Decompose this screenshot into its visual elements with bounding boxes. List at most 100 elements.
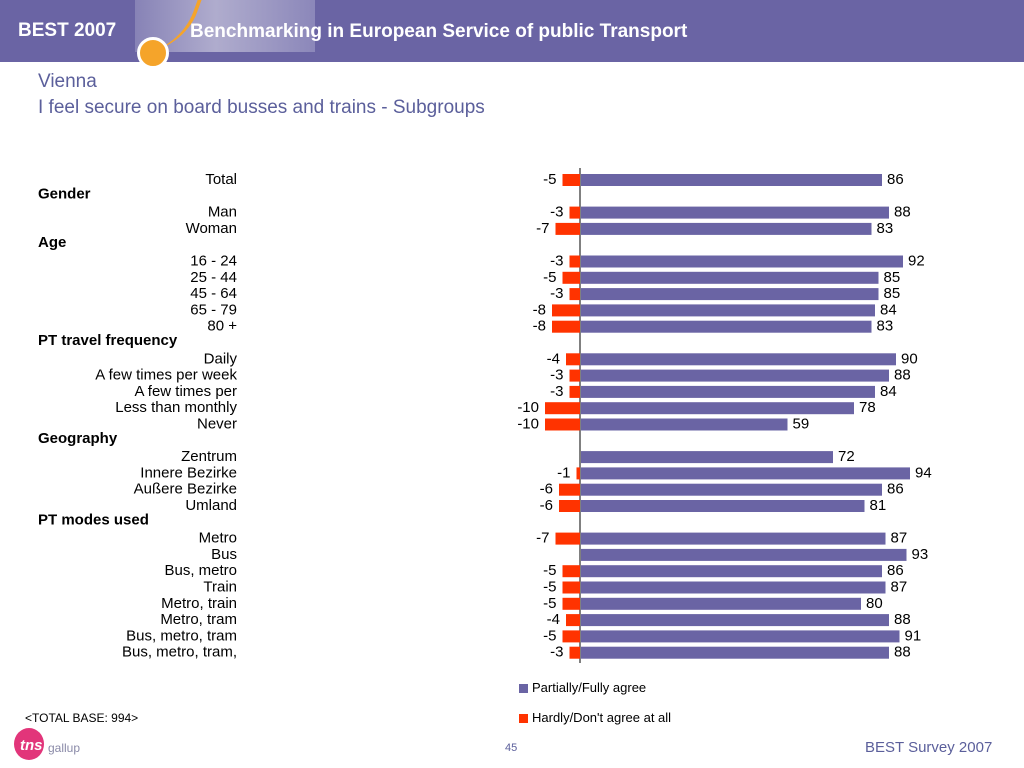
bar-disagree	[545, 402, 580, 415]
bar-disagree	[569, 369, 580, 382]
bar-agree	[581, 581, 886, 594]
bar-disagree	[559, 500, 580, 512]
value-label-disagree: -3	[550, 253, 563, 270]
value-label-agree: 72	[838, 448, 855, 465]
bar-agree	[581, 271, 879, 284]
bar-agree	[581, 532, 886, 545]
value-label-agree: 84	[880, 301, 897, 318]
row-label: 25 - 44	[190, 269, 237, 286]
value-label-agree: 81	[870, 497, 887, 514]
row-label: 16 - 24	[190, 253, 237, 270]
logo-text: tns	[20, 737, 43, 754]
value-label-disagree: -4	[547, 350, 560, 367]
bar-agree	[581, 614, 889, 627]
value-label-disagree: -8	[533, 318, 546, 335]
legend-label-agree: Partially/Fully agree	[532, 680, 647, 695]
bar-disagree	[566, 614, 580, 627]
bar-disagree	[562, 581, 580, 594]
bar-agree	[581, 548, 907, 561]
bar-disagree	[569, 646, 580, 659]
banner-headline: Benchmarking in European Service of publ…	[190, 21, 688, 42]
value-label-disagree: -8	[533, 301, 546, 318]
value-label-agree: 91	[905, 627, 922, 644]
value-label-agree: 90	[901, 350, 918, 367]
legend-swatch-disagree	[519, 714, 528, 724]
bar-agree	[581, 320, 872, 333]
bar-disagree	[552, 304, 580, 317]
legend-swatch-agree	[519, 684, 528, 694]
bar-disagree	[555, 222, 580, 235]
value-label-agree: 93	[912, 546, 929, 563]
row-label: 65 - 79	[190, 301, 237, 318]
value-label-agree: 86	[887, 171, 904, 188]
value-label-disagree: -3	[550, 204, 563, 221]
row-label: Umland	[185, 497, 237, 514]
value-label-disagree: -1	[557, 464, 570, 481]
bar-disagree	[566, 353, 580, 366]
bar-agree	[581, 385, 875, 398]
value-label-agree: 87	[891, 579, 908, 596]
group-heading: Geography	[38, 430, 118, 447]
value-label-disagree: -5	[543, 579, 556, 596]
row-label: 45 - 64	[190, 285, 237, 302]
bar-agree	[581, 418, 788, 431]
row-label: Woman	[186, 220, 237, 237]
page-number: 45	[505, 742, 518, 754]
bar-agree	[581, 288, 879, 301]
value-label-disagree: -6	[540, 481, 553, 498]
chart-title: Vienna	[38, 71, 97, 92]
value-label-disagree: -3	[550, 367, 563, 384]
value-label-disagree: -7	[536, 530, 549, 547]
bar-disagree	[555, 532, 580, 545]
value-label-disagree: -7	[536, 220, 549, 237]
row-label: Less than monthly	[115, 399, 237, 416]
diverging-bar-chart: Total 86 -5 Gender Man 88 -3 Woman 83 -7 Age 16 - 2…	[38, 168, 932, 663]
bar-agree	[581, 500, 865, 512]
value-label-agree: 84	[880, 383, 897, 400]
row-label: 80 +	[207, 318, 237, 335]
value-label-disagree: -5	[543, 171, 556, 188]
banner-orange-circle	[137, 37, 169, 69]
bar-agree	[581, 174, 882, 186]
bar-agree	[581, 467, 910, 480]
value-label-agree: 92	[908, 253, 925, 270]
bar-disagree	[569, 206, 580, 219]
row-label: Zentrum	[181, 448, 237, 465]
bar-disagree	[562, 565, 580, 578]
brand-label: BEST 2007	[18, 20, 117, 41]
row-label: A few times per week	[95, 367, 237, 384]
bar-disagree	[569, 255, 580, 268]
value-label-agree: 85	[884, 269, 901, 286]
value-label-disagree: -3	[550, 285, 563, 302]
bar-agree	[581, 402, 854, 415]
bar-disagree	[559, 483, 580, 496]
value-label-agree: 88	[894, 367, 911, 384]
value-label-agree: 87	[891, 530, 908, 547]
bar-disagree	[552, 320, 580, 333]
value-label-agree: 88	[894, 611, 911, 628]
value-label-agree: 86	[887, 562, 904, 579]
bar-agree	[581, 483, 882, 496]
total-base-note: <TOTAL BASE: 994>	[25, 711, 139, 725]
legend-label-disagree: Hardly/Don't agree at all	[532, 710, 672, 725]
value-label-agree: 88	[894, 204, 911, 221]
value-label-disagree: -3	[550, 644, 563, 661]
value-label-disagree: -3	[550, 383, 563, 400]
bar-disagree	[562, 271, 580, 284]
value-label-disagree: -6	[540, 497, 553, 514]
row-label: Bus	[211, 546, 237, 563]
value-label-agree: 59	[793, 416, 810, 433]
group-heading: Gender	[38, 185, 91, 202]
bar-disagree	[562, 597, 580, 610]
value-label-agree: 80	[866, 595, 883, 612]
group-heading: Age	[38, 234, 66, 251]
group-heading: PT modes used	[38, 511, 149, 528]
value-label-agree: 85	[884, 285, 901, 302]
row-label: Bus, metro, tram,	[122, 644, 237, 661]
bar-disagree	[569, 385, 580, 398]
bar-agree	[581, 565, 882, 578]
value-label-agree: 88	[894, 644, 911, 661]
value-label-agree: 83	[877, 318, 894, 335]
bar-agree	[581, 255, 903, 268]
legend-item-disagree: Hardly/Don't agree at all	[519, 710, 671, 725]
